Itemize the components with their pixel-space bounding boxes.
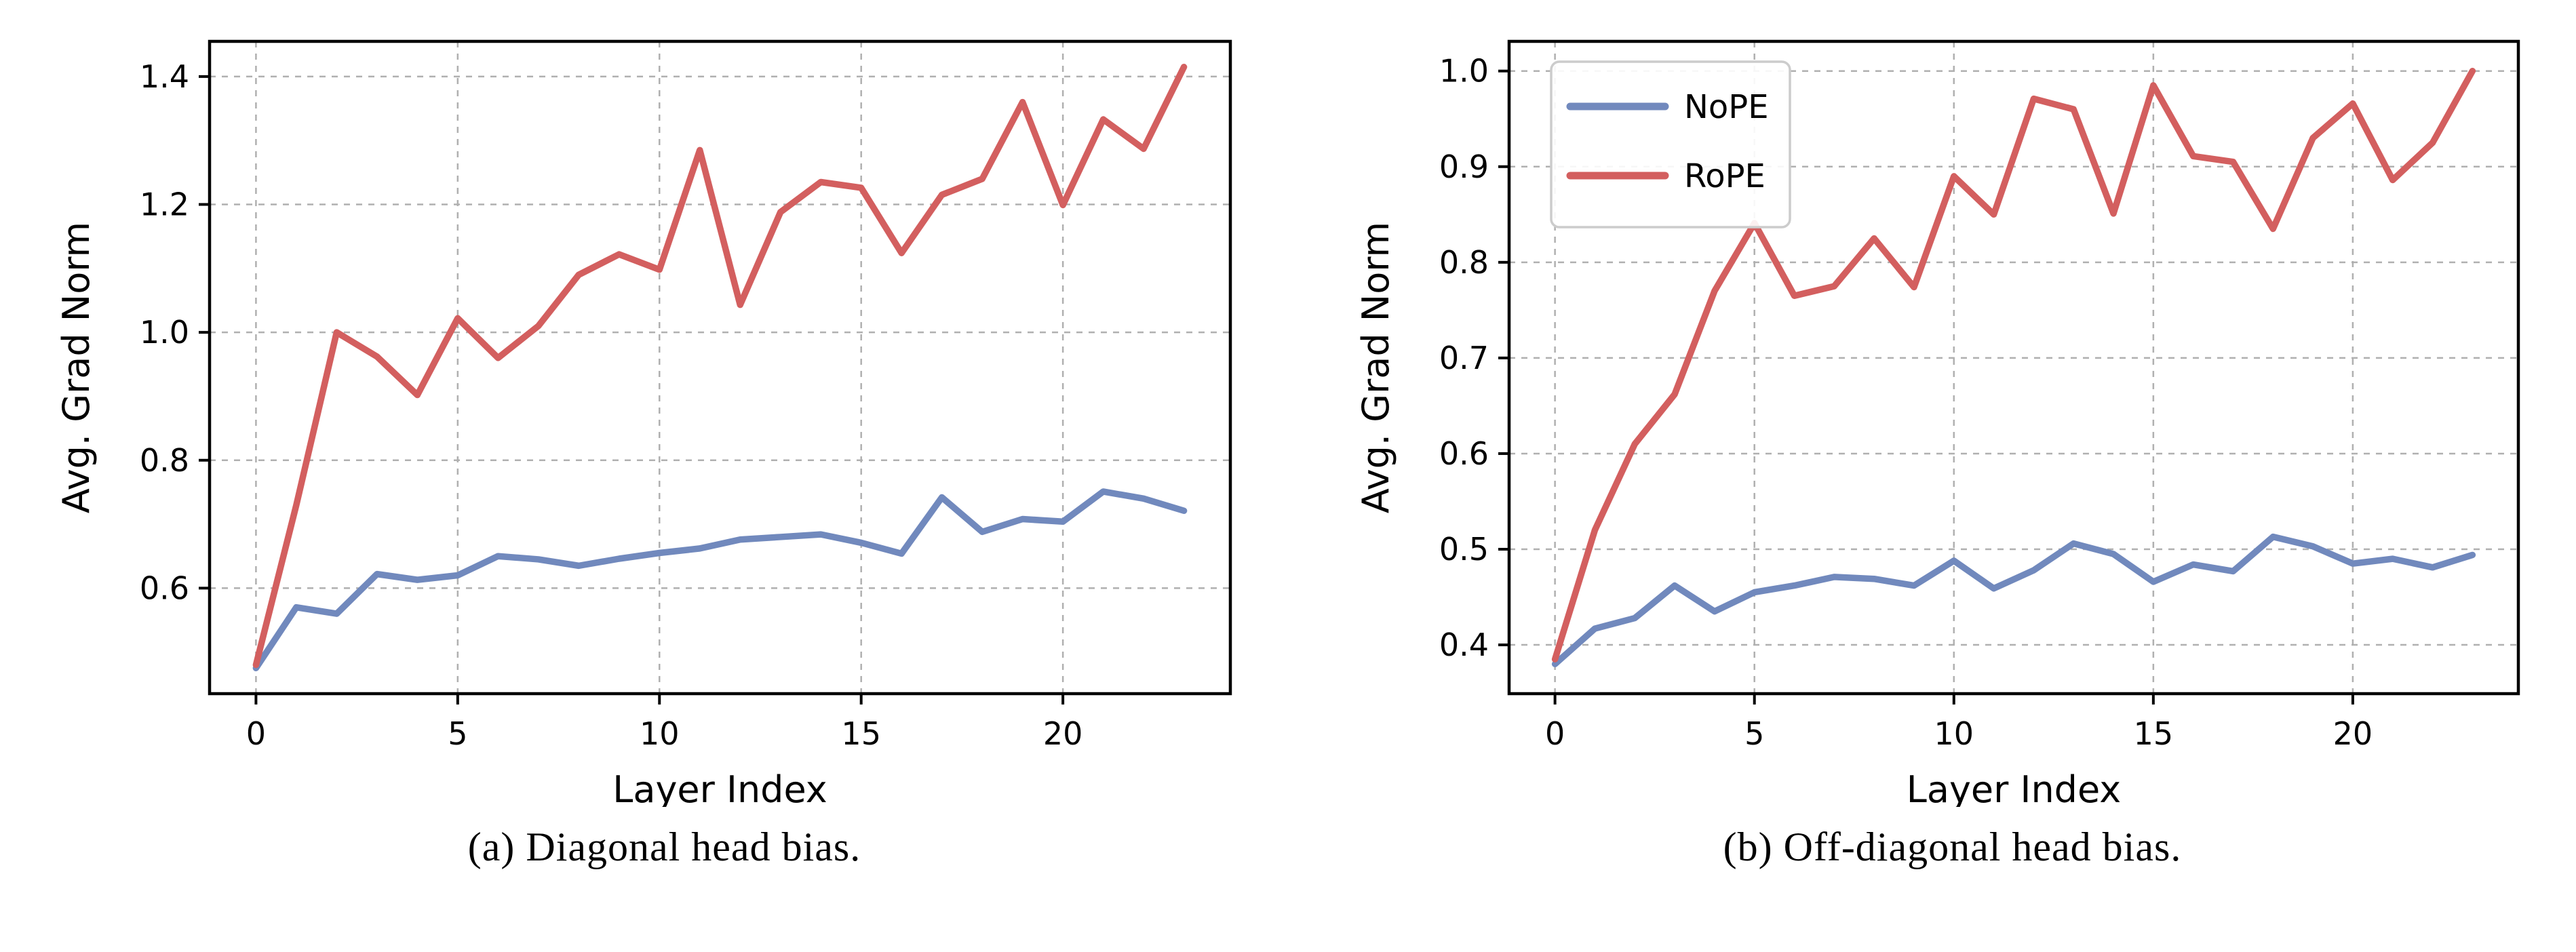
x-tick-label: 10 (1934, 715, 1974, 752)
axes-border (208, 39, 1232, 696)
x-axis-label: Layer Index (612, 768, 827, 807)
x-tick-label: 10 (640, 715, 680, 752)
subfigure-b: 0 5 10 15 20 0.4 0.5 0.6 0.7 0.8 0.9 1.0 Layer Index… (1329, 0, 2576, 952)
x-tick-label: 0 (246, 715, 266, 752)
series-line-rope (1551, 67, 2476, 662)
y-tick-label: 1.2 (140, 186, 189, 223)
x-axis-label: Layer Index (1907, 768, 2121, 807)
series-line-nope (252, 488, 1188, 672)
y-tick-label: 0.6 (140, 570, 189, 606)
chart-a-canvas: 0 5 10 15 20 0.6 0.8 1.0 1.2 1.4 Layer Index Avg. G… (55, 39, 1232, 807)
x-tick-label: 15 (841, 715, 881, 752)
y-axis-label: Avg. Grad Norm (1354, 222, 1397, 513)
y-tick-label: 0.6 (1439, 435, 1489, 472)
legend-box (1550, 60, 1791, 229)
y-tick-label: 0.8 (1439, 244, 1489, 281)
y-tick-label: 0.9 (1439, 148, 1489, 185)
y-tick-label: 1.4 (140, 58, 189, 95)
y-tick-label: 1.0 (1439, 53, 1489, 90)
x-tick-label: 15 (2134, 715, 2174, 752)
y-tick-label: 1.0 (140, 314, 189, 351)
y-tick-label: 0.8 (140, 442, 189, 479)
series-line-rope (252, 63, 1188, 669)
y-tick-label: 0.7 (1439, 340, 1489, 376)
axes-border (1507, 39, 2520, 696)
x-tick-label: 20 (2333, 715, 2373, 752)
caption-b: (b) Off-diagonal head bias. (1723, 825, 2182, 869)
series-line-nope (1551, 533, 2476, 668)
legend-label-nope: NoPE (1684, 88, 1769, 126)
chart-b-canvas: 0 5 10 15 20 0.4 0.5 0.6 0.7 0.8 0.9 1.0 Layer Index… (1354, 39, 2520, 807)
x-tick-label: 5 (1744, 715, 1764, 752)
y-axis-label: Avg. Grad Norm (55, 222, 98, 513)
x-tick-label: 0 (1545, 715, 1565, 752)
y-tick-label: 0.4 (1439, 627, 1489, 663)
x-tick-label: 5 (448, 715, 467, 752)
x-tick-label: 20 (1043, 715, 1083, 752)
caption-a: (a) Diagonal head bias. (467, 825, 861, 869)
legend-label-rope: RoPE (1684, 157, 1765, 195)
subfigure-a: 0 5 10 15 20 0.6 0.8 1.0 1.2 1.4 Layer Index Avg. G… (41, 0, 1288, 952)
y-tick-label: 0.5 (1439, 531, 1489, 568)
